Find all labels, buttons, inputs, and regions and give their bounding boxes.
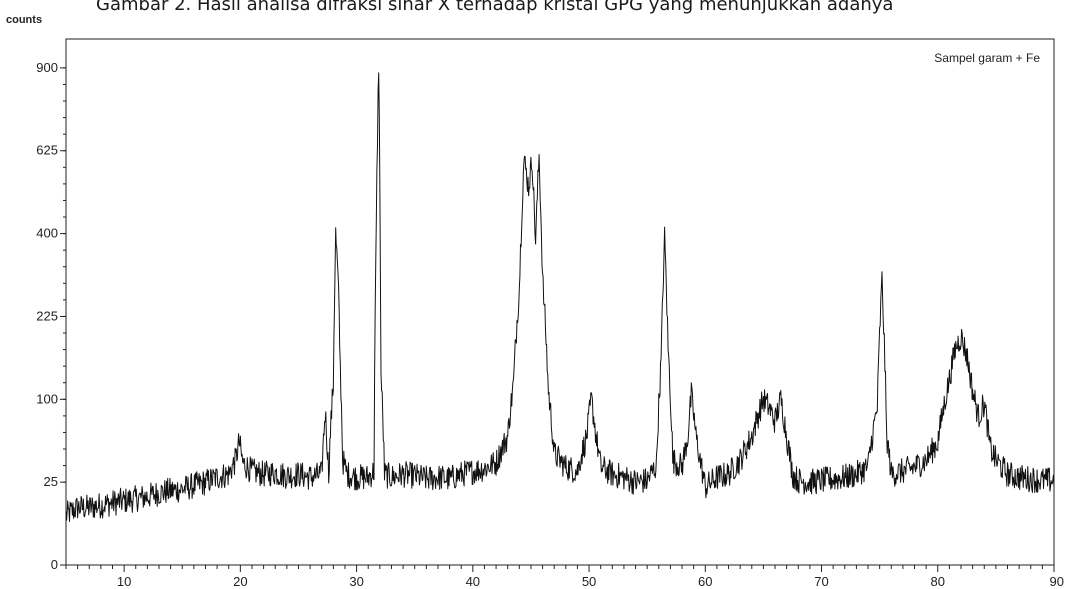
y-tick-label: 100 [36,391,58,406]
x-tick-label: 30 [349,574,363,589]
x-tick-label: 40 [466,574,480,589]
legend-entry: Sampel garam + Fe [934,51,1040,65]
y-tick-label: 625 [36,143,58,158]
series-layer [65,72,1055,522]
x-tick-label: 20 [233,574,247,589]
y-tick-label: 0 [51,557,58,572]
x-axis: 10 20 30 40 50 60 70 80 90 [65,565,1064,589]
legend: Sampel garam + Fe [934,51,1040,65]
x-tick-label: 50 [582,574,596,589]
x-tick-label: 70 [814,574,828,589]
x-tick-label: 80 [931,574,945,589]
x-tick-label: 60 [698,574,712,589]
x-tick-label: 90 [1050,574,1064,589]
x-tick-label: 10 [117,574,131,589]
y-axis: 0 25 100 225 400 625 900 [36,60,66,572]
series-line [65,72,1055,522]
figure-caption: Gambar 2. Hasil analisa difraksi sinar X… [96,0,894,15]
y-tick-label: 25 [44,474,58,489]
y-tick-label: 900 [36,60,58,75]
y-tick-label: 225 [36,308,58,323]
plot-frame [65,38,1055,566]
y-tick-label: 400 [36,226,58,241]
y-unit-label: counts [6,14,43,26]
